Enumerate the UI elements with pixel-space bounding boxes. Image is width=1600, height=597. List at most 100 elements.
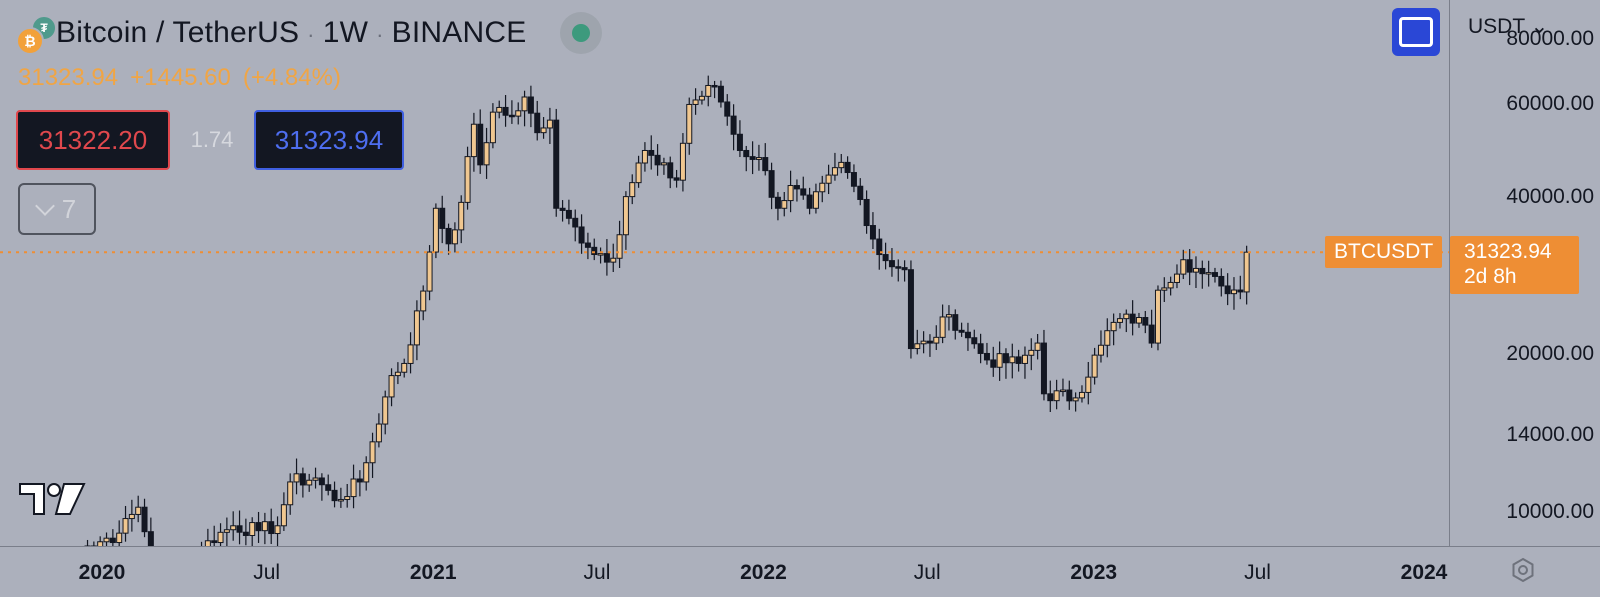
candle-down (1066, 389, 1073, 402)
bar-countdown: 2d 8h (1464, 265, 1517, 289)
settings-icon[interactable] (1510, 557, 1536, 583)
symbol-icons: ₮ ₿ (16, 12, 57, 55)
price-axis-label: 60000.00 (1506, 92, 1594, 116)
time-axis-label: 2022 (740, 561, 787, 584)
candle-up (819, 182, 826, 193)
candle-up (1072, 397, 1079, 402)
candle-up (363, 462, 370, 483)
candle-up (249, 522, 256, 537)
last-price: 31323.94 (18, 64, 119, 91)
candle-up (1053, 390, 1060, 402)
candle-up (597, 253, 604, 256)
candle-up (1021, 354, 1028, 364)
candle-up (1009, 356, 1016, 364)
candle-up (825, 174, 832, 184)
candle-up (388, 375, 395, 398)
spread-value: 1.74 (190, 127, 234, 152)
candle-down (236, 525, 243, 533)
candle-down (534, 112, 541, 134)
candle-down (603, 253, 610, 263)
time-axis-label: 2023 (1070, 561, 1118, 584)
candle-up (1123, 313, 1130, 320)
candle-up (1104, 330, 1111, 346)
candle-up (679, 142, 686, 181)
candle-down (1224, 285, 1231, 295)
candle-up (128, 513, 135, 520)
candle-up (287, 481, 294, 506)
candle-up (641, 149, 648, 164)
symbol-name: Bitcoin / TetherUS (56, 16, 300, 49)
candle-up (223, 529, 230, 533)
candle-down (242, 531, 249, 537)
candle-down (527, 96, 534, 114)
candle-up (312, 477, 319, 481)
candle-down (318, 477, 325, 486)
indicators-toggle-button[interactable]: 7 (18, 183, 96, 235)
price-axis-label: 14000.00 (1506, 423, 1594, 447)
candle-up (660, 162, 667, 166)
candle-down (1040, 342, 1047, 395)
candle-down (578, 226, 585, 244)
candle-up (1110, 321, 1117, 332)
candle-up (939, 316, 946, 338)
candle-up (413, 310, 420, 346)
time-axis-label: Jul (1244, 561, 1271, 584)
candle-down (1237, 289, 1244, 293)
candlestick-plot[interactable] (0, 0, 1449, 546)
time-axis[interactable]: 2020 Jul 2021 Jul 2022 Jul 2023 Jul 2024 (0, 546, 1600, 597)
time-axis-label: 2021 (409, 561, 457, 584)
candle-up (337, 498, 344, 502)
candle-up (420, 290, 427, 312)
candle-down (572, 217, 579, 228)
interval-label[interactable]: 1W (322, 16, 369, 49)
candle-up (116, 532, 123, 544)
candle-up (1034, 342, 1041, 351)
candle-up (274, 525, 281, 535)
candle-down (869, 225, 876, 240)
market-status-indicator[interactable] (560, 12, 603, 54)
candle-down (901, 267, 908, 271)
chart-pane[interactable]: ₮ ₿ Bitcoin / TetherUS · 1W · BINANCE 31323.… (0, 0, 1449, 546)
candle-up (464, 156, 471, 203)
candle-up (787, 185, 794, 202)
price-change: +1445.60 (130, 64, 231, 91)
current-price-label: 31323.94 (1464, 240, 1552, 264)
candle-up (521, 96, 528, 112)
fullscreen-icon (1399, 17, 1433, 47)
candle-up (1167, 281, 1174, 289)
tradingview-logo-icon[interactable] (18, 482, 88, 516)
candle-down (730, 115, 737, 135)
candle-up (831, 167, 838, 176)
candle-down (844, 161, 851, 174)
currency-selector[interactable]: USDT ⌄ (1468, 14, 1548, 39)
symbol-header[interactable]: ₮ ₿ Bitcoin / TetherUS · 1W · BINANCE (16, 12, 603, 55)
candle-down (964, 331, 971, 339)
candle-up (470, 123, 477, 158)
candle-down (895, 266, 902, 269)
buy-button[interactable]: 31323.94 (254, 110, 404, 170)
candle-up (1078, 391, 1085, 399)
candle-up (1243, 251, 1250, 293)
candle-up (996, 353, 1003, 368)
candle-down (255, 522, 262, 532)
sell-button[interactable]: 31322.20 (16, 110, 170, 170)
candle-up (705, 84, 712, 97)
fullscreen-button[interactable] (1392, 8, 1440, 56)
candle-up (306, 479, 313, 486)
chevron-down-icon (34, 196, 55, 216)
candle-up (496, 106, 503, 113)
candle-up (945, 314, 952, 318)
exchange-label: BINANCE (391, 16, 527, 49)
candle-down (654, 154, 661, 166)
candle-down (1148, 324, 1155, 344)
price-axis-label: 10000.00 (1506, 499, 1594, 523)
symbol-title[interactable]: Bitcoin / TetherUS · 1W · BINANCE (56, 16, 527, 49)
candle-up (135, 506, 142, 515)
price-axis[interactable]: USDT ⌄ 80000.00 60000.00 40000.00 20000.00 1… (1449, 0, 1600, 546)
candle-down (1015, 356, 1022, 364)
candle-up (382, 396, 389, 425)
candle-up (407, 344, 414, 364)
candle-up (1161, 287, 1168, 291)
candle-down (667, 162, 674, 179)
candle-down (736, 133, 743, 151)
